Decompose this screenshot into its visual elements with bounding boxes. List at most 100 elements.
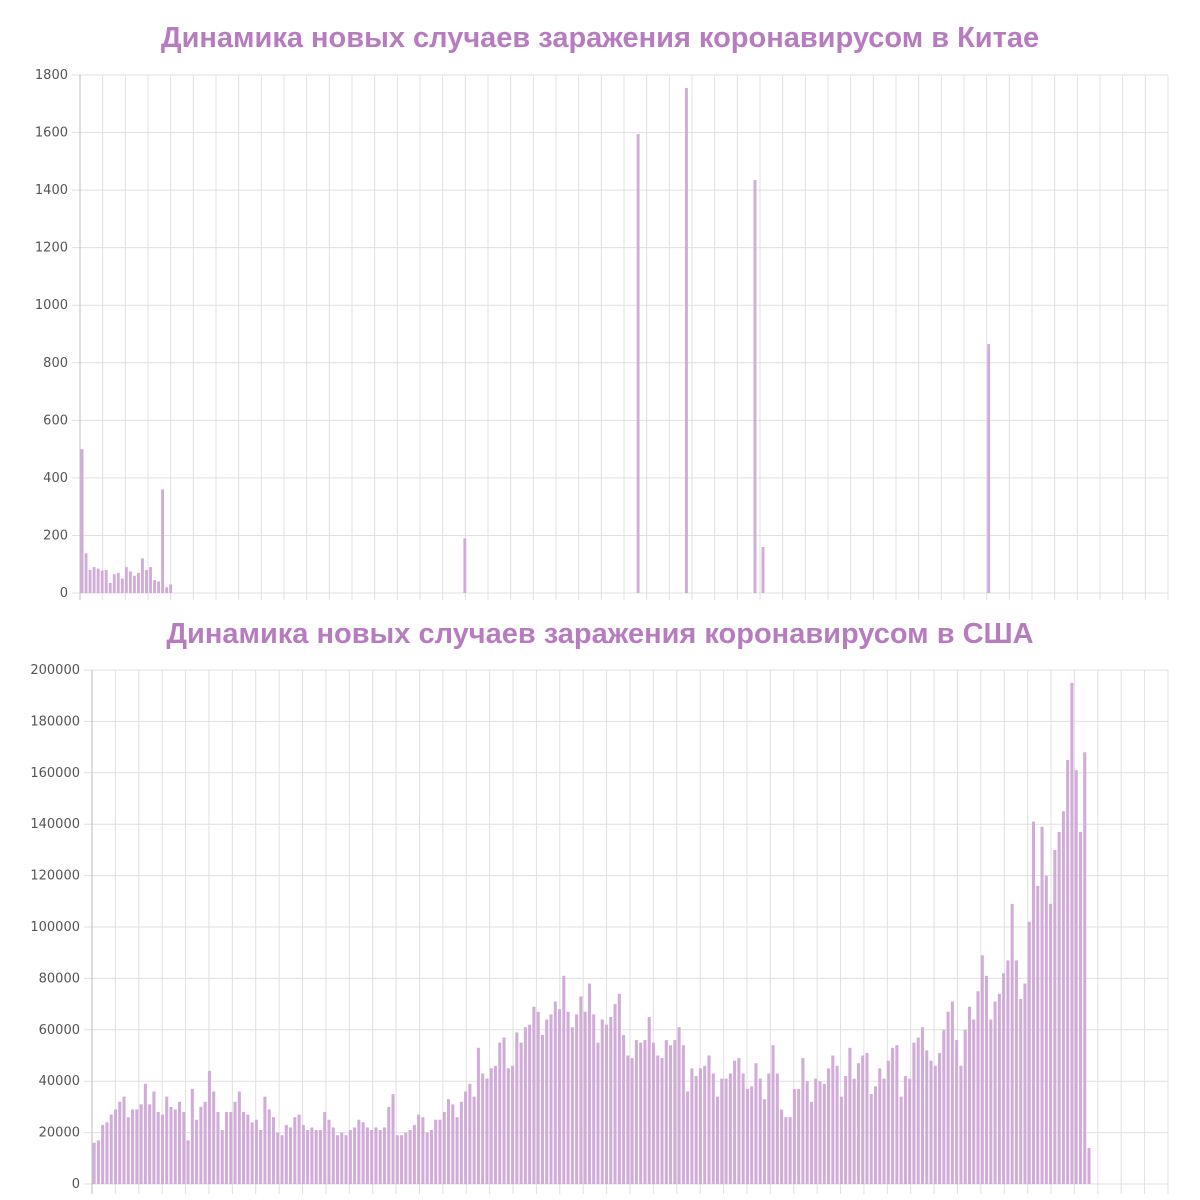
usa-bar — [814, 1078, 818, 1184]
china-y-tick-label: 0 — [60, 586, 68, 600]
usa-bar — [865, 1052, 869, 1184]
usa-bar — [148, 1104, 152, 1184]
usa-bar — [959, 1065, 963, 1184]
usa-bar — [190, 1088, 194, 1184]
usa-bar — [980, 955, 984, 1184]
usa-bar — [797, 1088, 801, 1184]
china-bar — [96, 568, 100, 593]
usa-bar — [750, 1086, 754, 1184]
usa-bar — [754, 1063, 758, 1184]
usa-bar — [528, 1024, 532, 1184]
china-bar — [753, 180, 757, 594]
usa-bar — [694, 1076, 698, 1184]
usa-bar — [523, 1027, 527, 1184]
usa-bar — [177, 1101, 182, 1184]
usa-chart: Динамика новых случаев заражения коронав… — [0, 600, 1200, 1200]
usa-bar — [647, 1016, 651, 1184]
china-bar — [108, 582, 112, 593]
usa-y-tick-label: 0 — [72, 1177, 80, 1192]
usa-bar — [643, 1040, 647, 1184]
usa-bar — [669, 1045, 673, 1184]
usa-y-tick-label: 200000 — [30, 663, 80, 678]
usa-bar — [212, 1091, 216, 1184]
usa-bar — [387, 1106, 391, 1184]
usa-bar — [267, 1109, 271, 1184]
usa-bar — [780, 1109, 784, 1184]
china-bar — [141, 558, 144, 593]
china-bar — [636, 133, 640, 593]
usa-bar — [775, 1073, 779, 1184]
china-bar — [463, 538, 467, 593]
usa-bar — [861, 1055, 865, 1184]
usa-bar — [1066, 759, 1070, 1184]
usa-bar — [733, 1060, 737, 1184]
china-bar — [169, 584, 173, 593]
usa-bar — [459, 1101, 463, 1184]
usa-bar — [438, 1119, 442, 1184]
usa-bar — [344, 1135, 348, 1184]
usa-bar — [869, 1094, 873, 1184]
usa-bar — [297, 1114, 301, 1184]
usa-bar — [963, 1029, 967, 1184]
usa-bar — [323, 1112, 327, 1184]
usa-bar — [263, 1096, 267, 1184]
usa-bar — [408, 1130, 412, 1184]
usa-bar — [284, 1124, 288, 1184]
usa-bar — [575, 1014, 579, 1184]
usa-bar — [314, 1130, 318, 1184]
china-bar — [685, 87, 688, 593]
usa-bar — [818, 1081, 822, 1184]
usa-bar — [131, 1109, 135, 1184]
usa-bar — [442, 1112, 446, 1184]
china-y-tick-label: 1800 — [35, 68, 68, 83]
usa-bar — [156, 1112, 160, 1184]
usa-y-tick-label: 120000 — [30, 869, 80, 884]
usa-bar — [622, 1034, 626, 1184]
usa-bar — [762, 1099, 767, 1184]
usa-bar — [852, 1078, 856, 1184]
usa-bar — [686, 1091, 690, 1184]
china-chart: Динамика новых случаев заражения коронав… — [35, 22, 1169, 600]
china-y-tick-label: 1600 — [35, 126, 68, 141]
usa-bar — [511, 1065, 515, 1184]
usa-bar — [404, 1132, 408, 1184]
usa-bar — [916, 1037, 920, 1184]
usa-bar — [929, 1060, 933, 1184]
china-bar — [112, 574, 116, 593]
usa-bar — [335, 1135, 340, 1184]
usa-bar — [886, 1060, 890, 1184]
usa-bar — [301, 1124, 305, 1184]
usa-bar — [118, 1101, 122, 1184]
usa-bar — [592, 1014, 596, 1184]
usa-bar — [361, 1122, 365, 1184]
usa-bar — [113, 1109, 118, 1184]
usa-bar — [493, 1065, 498, 1184]
china-bar — [116, 572, 120, 593]
usa-bar — [199, 1106, 203, 1184]
usa-bar — [609, 1016, 613, 1184]
china-bar — [128, 571, 132, 593]
usa-bar — [771, 1045, 775, 1184]
usa-bar — [583, 1011, 587, 1184]
usa-bar — [656, 1055, 660, 1184]
usa-chart-plot: 0 20000 40000 60000 80000 100000 120000 140000 1… — [30, 663, 1169, 1194]
usa-bar — [972, 1019, 976, 1184]
usa-bar — [1014, 960, 1018, 1184]
usa-bar — [1083, 752, 1087, 1184]
usa-bar — [464, 1091, 468, 1184]
usa-bar — [720, 1078, 724, 1184]
china-bar — [132, 575, 136, 593]
usa-bar — [331, 1127, 335, 1184]
usa-bar — [805, 1081, 809, 1184]
usa-y-tick-label: 160000 — [30, 766, 80, 781]
usa-bar — [681, 1045, 685, 1184]
usa-bar — [1031, 821, 1036, 1184]
usa-bar — [955, 1040, 959, 1184]
usa-bar — [767, 1073, 771, 1184]
usa-bar — [485, 1078, 489, 1184]
usa-bar — [1036, 885, 1040, 1184]
usa-bar — [613, 1004, 617, 1184]
usa-bar — [788, 1117, 792, 1184]
usa-bar — [831, 1055, 835, 1184]
usa-bar — [417, 1114, 421, 1184]
